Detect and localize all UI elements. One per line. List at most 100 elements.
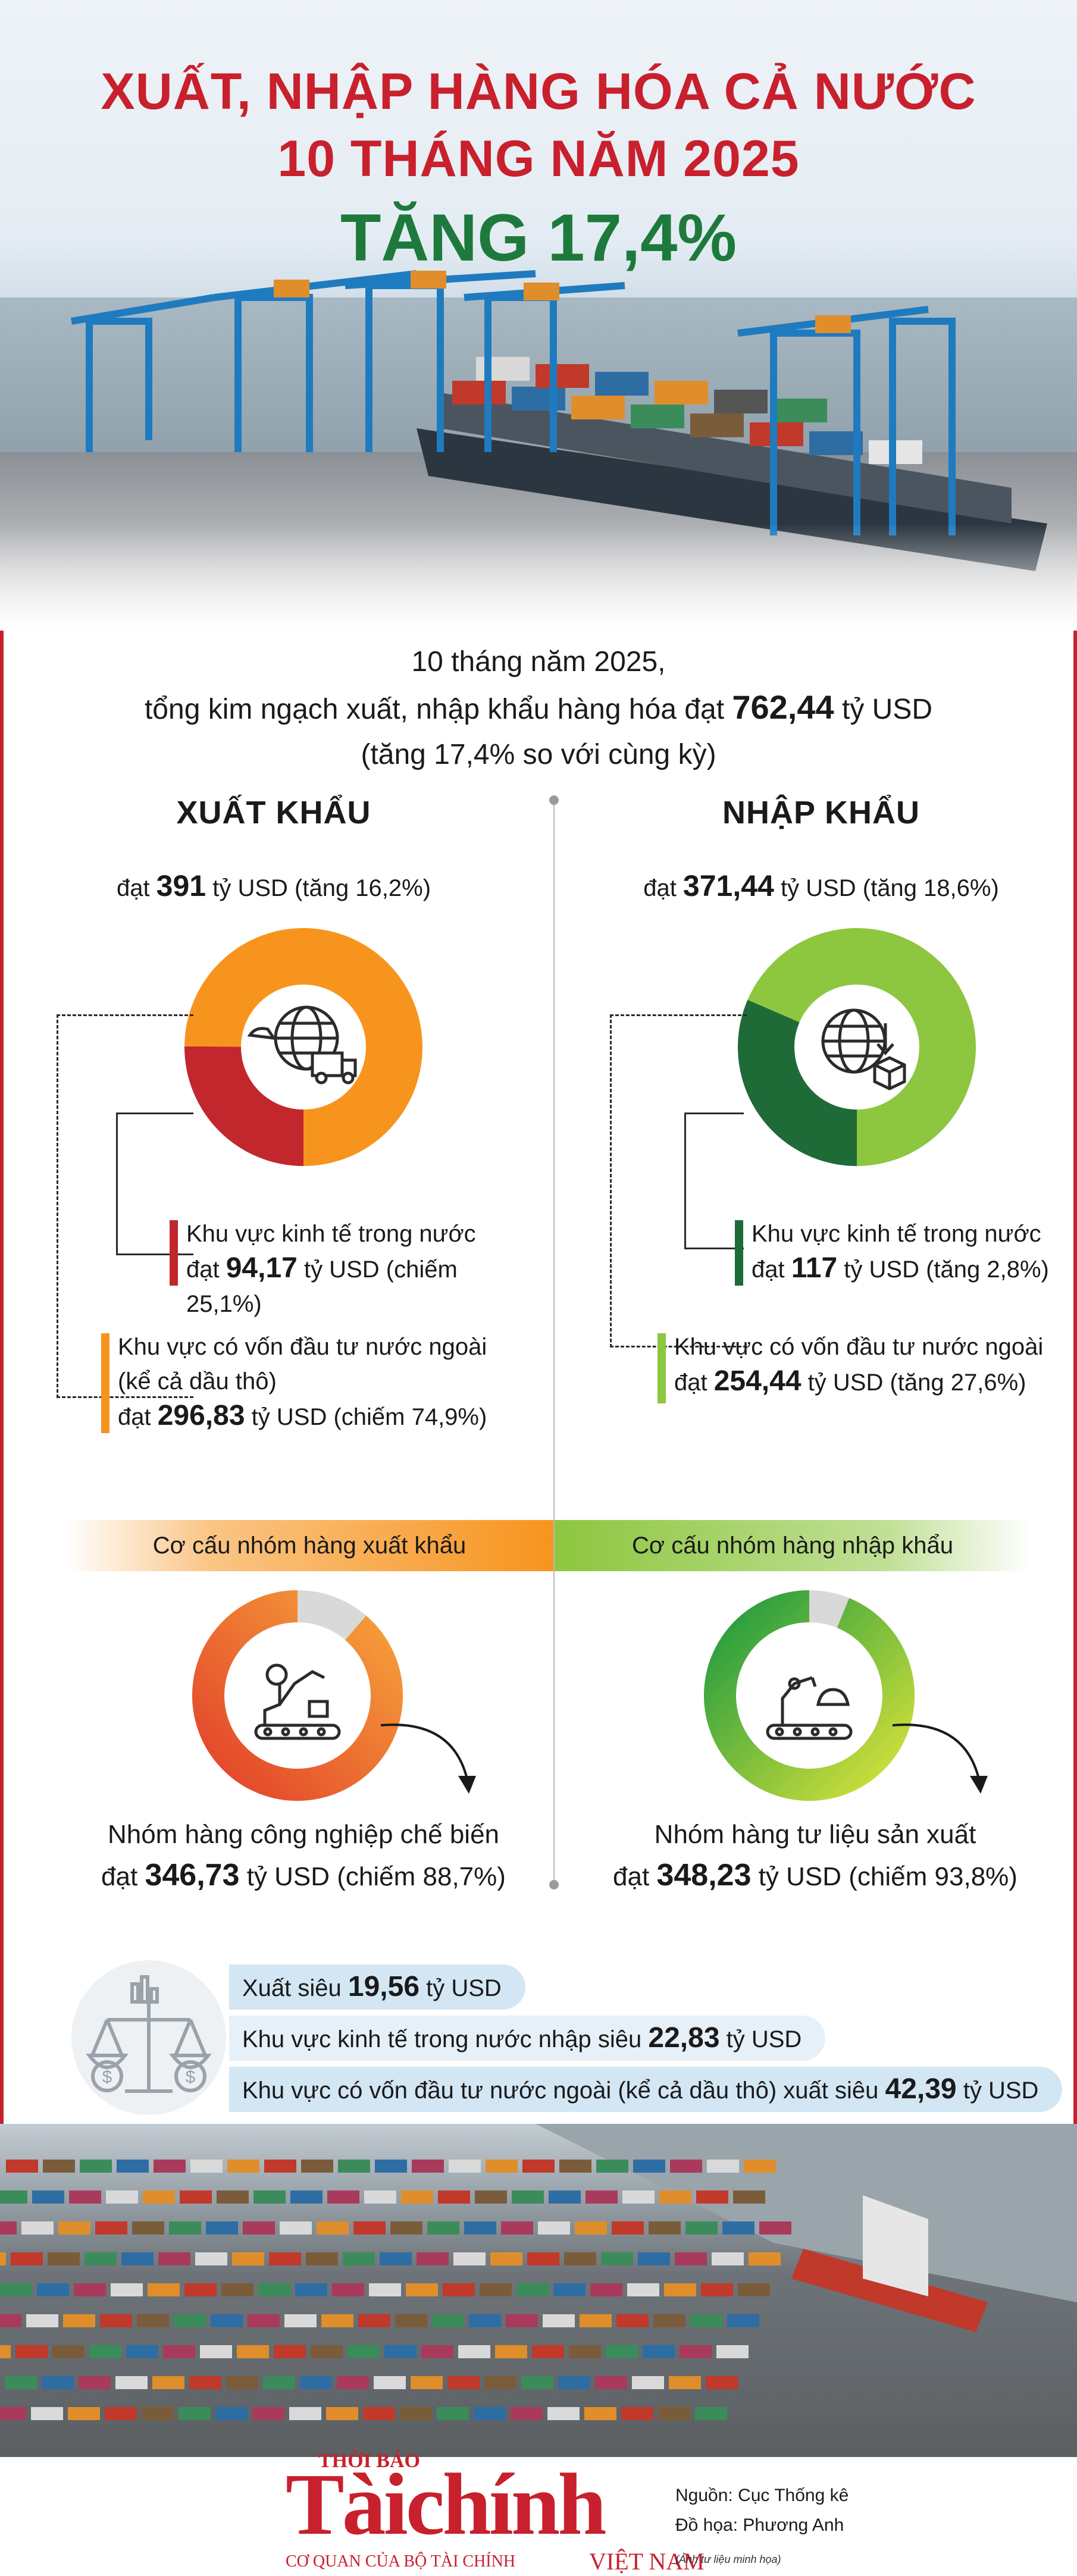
container-block — [384, 2345, 417, 2358]
export-group-note: Nhóm hàng công nghiệp chế biến đạt 346,7… — [48, 1815, 559, 1897]
intro-text: tổng kim ngạch xuất, nhập khẩu hàng hóa … — [144, 694, 732, 725]
container-block — [154, 2160, 186, 2173]
container-block — [580, 2314, 612, 2327]
balance-row1-post: tỷ USD — [419, 1975, 502, 2001]
container-block — [163, 2345, 195, 2358]
container-block — [343, 2252, 375, 2265]
balance-row3-value: 42,39 — [885, 2073, 957, 2105]
container-block — [111, 2283, 143, 2296]
container-block — [115, 2376, 148, 2389]
container-block — [227, 2160, 259, 2173]
export-total-value: 391 — [156, 869, 206, 902]
container-block — [221, 2283, 253, 2296]
container-block — [506, 2314, 538, 2327]
container-block — [0, 2252, 6, 2265]
container-block — [475, 2190, 507, 2204]
container-block — [142, 2407, 174, 2420]
balance-row3-pre: Khu vực có vốn đầu tư nước ngoài (kể cả … — [242, 2077, 885, 2104]
container-block — [353, 2221, 386, 2235]
export-domestic-amount: đạt 94,17 tỷ USD (chiếm 25,1%) — [186, 1251, 538, 1321]
container-block — [152, 2376, 184, 2389]
logo-country: VIỆT NAM — [589, 2548, 705, 2575]
container-block — [395, 2314, 427, 2327]
container-block — [217, 2190, 249, 2204]
container-block — [184, 2283, 217, 2296]
import-group-pre: đạt — [613, 1862, 657, 1891]
import-group-post: tỷ USD (chiếm 93,8%) — [751, 1862, 1017, 1891]
globe-truck-icon — [247, 1005, 357, 1085]
balance-row-trade-surplus: Xuất siêu 19,56 tỷ USD — [229, 1964, 525, 2010]
import-group-banner: Cơ cấu nhóm hàng nhập khẩu — [555, 1520, 1031, 1571]
container-block — [490, 2252, 522, 2265]
container-block — [26, 2314, 58, 2327]
import-foreign-pre: đạt — [674, 1370, 714, 1396]
import-donut — [737, 928, 976, 1166]
export-group-value: 346,73 — [145, 1858, 240, 1892]
container-block — [712, 2252, 744, 2265]
container-block — [300, 2376, 332, 2389]
import-heading: NHẬP KHẨU — [722, 795, 921, 831]
container-block — [501, 2221, 533, 2235]
container-block — [595, 2376, 627, 2389]
import-group-note: Nhóm hàng tư liệu sản xuất đạt 348,23 tỷ… — [559, 1815, 1071, 1897]
container-block — [486, 2160, 518, 2173]
balance-row-foreign-surplus: Khu vực có vốn đầu tư nước ngoài (kể cả … — [229, 2067, 1063, 2112]
balance-scale-icon: $ $ — [71, 1960, 226, 2115]
container-block — [32, 2190, 64, 2204]
container-block — [0, 2190, 27, 2204]
container-block — [117, 2160, 149, 2173]
container-block — [532, 2345, 564, 2358]
container-block — [744, 2160, 776, 2173]
container-block — [0, 2407, 26, 2420]
container-block — [363, 2407, 395, 2420]
export-group-pre: đạt — [101, 1862, 145, 1891]
container-block — [375, 2160, 407, 2173]
container-block — [527, 2252, 559, 2265]
container-block — [0, 2314, 21, 2327]
container-block — [669, 2376, 701, 2389]
container-block — [84, 2252, 117, 2265]
balance-row1-value: 19,56 — [347, 1971, 420, 2002]
export-foreign-value: 296,83 — [157, 1400, 245, 1431]
container-block — [538, 2221, 570, 2235]
container-block — [443, 2283, 475, 2296]
container-block — [148, 2283, 180, 2296]
container-block — [321, 2314, 353, 2327]
export-domestic-marker — [170, 1220, 178, 1286]
export-donut-hole — [241, 985, 366, 1110]
divider-dot-top — [549, 795, 559, 805]
title-line-1: XUẤT, NHẬP HÀNG HÓA CẢ NƯỚC — [101, 63, 976, 120]
export-foreign-marker — [101, 1333, 109, 1433]
export-foreign-connector — [57, 1014, 193, 1398]
container-block — [226, 2376, 258, 2389]
logo-top-text: THỜI BÁO — [318, 2450, 420, 2472]
container-block — [553, 2283, 586, 2296]
import-foreign-legend: Khu vực có vốn đầu tư nước ngoài đạt 254… — [658, 1330, 1062, 1403]
import-group-amount: đạt 348,23 tỷ USD (chiếm 93,8%) — [559, 1855, 1071, 1897]
container-block — [638, 2252, 670, 2265]
intro-line-3: (tăng 17,4% so với cùng kỳ) — [361, 739, 716, 770]
export-domestic-post: tỷ USD (chiếm 25,1%) — [186, 1256, 458, 1317]
container-block — [48, 2252, 80, 2265]
export-donut — [184, 928, 422, 1166]
balance-row2-value: 22,83 — [648, 2022, 720, 2054]
container-block — [701, 2283, 733, 2296]
container-block — [632, 2376, 664, 2389]
globe-box-icon — [821, 1008, 906, 1090]
container-block — [421, 2345, 453, 2358]
import-group-donut — [704, 1590, 915, 1801]
container-block — [558, 2376, 590, 2389]
container-block — [280, 2221, 312, 2235]
container-block — [511, 2407, 543, 2420]
container-block — [733, 2190, 765, 2204]
export-foreign-label-2: (kể cả dầu thô) — [118, 1368, 277, 1394]
column-divider — [553, 800, 555, 1880]
container-block — [432, 2314, 464, 2327]
import-foreign-post: tỷ USD (tăng 27,6%) — [801, 1370, 1026, 1396]
import-total-value: 371,44 — [682, 869, 774, 902]
design-credit: Đồ họa: Phương Anh — [675, 2515, 844, 2535]
container-block — [749, 2252, 781, 2265]
container-block — [543, 2314, 575, 2327]
import-foreign-value: 254,44 — [713, 1365, 802, 1397]
container-block — [195, 2252, 227, 2265]
